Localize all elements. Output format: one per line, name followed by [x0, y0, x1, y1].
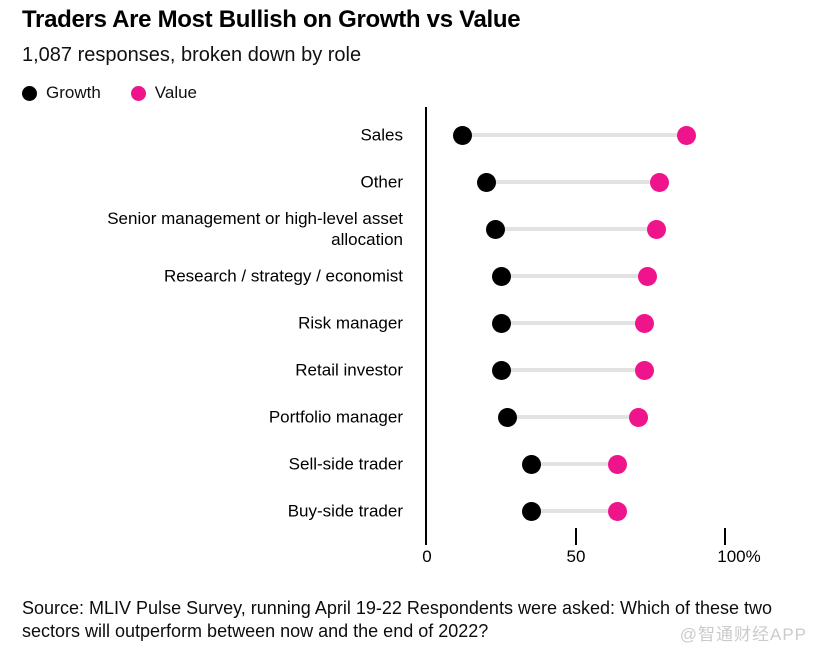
legend-label-growth: Growth [46, 83, 101, 102]
category-label: Sales [360, 125, 403, 145]
value-dot [629, 407, 649, 427]
category-label: Senior management or high-level asset al… [107, 209, 403, 249]
category-label: Sell-side trader [288, 454, 403, 474]
category-label: Research / strategy / economist [163, 266, 403, 286]
legend-item-value: Value [130, 83, 198, 103]
growth-dot [486, 219, 506, 239]
growth-dot [492, 360, 511, 380]
dumbbell-connector [501, 274, 648, 278]
category-label: Risk manager [298, 313, 403, 333]
growth-dot [521, 501, 541, 521]
value-dot [608, 501, 628, 521]
value-dot [608, 454, 628, 474]
legend: Growth Value [22, 83, 197, 103]
value-dot [638, 266, 658, 286]
source-note: Source: MLIV Pulse Survey, running April… [22, 598, 773, 641]
x-axis-tick-label: 50 [566, 547, 586, 566]
dumbbell-connector [501, 368, 645, 372]
growth-dot [453, 125, 473, 145]
dumbbell-connector [531, 462, 618, 466]
watermark: @智通财经APP [679, 625, 807, 644]
dumbbell-connector [531, 509, 618, 513]
dumbbell-connector [501, 321, 645, 325]
value-dot [635, 313, 655, 333]
dumbbell-connector [486, 180, 660, 184]
dumbbell-connector [495, 227, 657, 231]
growth-dot-icon [22, 85, 37, 101]
value-dot-icon [130, 85, 146, 101]
value-dot [635, 360, 655, 380]
value-dot [649, 172, 669, 192]
growth-dot [492, 313, 511, 333]
category-label: Retail investor [295, 360, 403, 380]
x-axis-tick [575, 528, 577, 545]
chart-subtitle: 1,087 responses, broken down by role [22, 44, 362, 66]
category-label: Buy-side trader [287, 501, 403, 521]
value-dot [676, 125, 696, 145]
category-label: Portfolio manager [268, 407, 403, 427]
value-dot [646, 219, 666, 239]
category-label: Other [360, 172, 403, 192]
y-axis-line [425, 107, 427, 545]
dumbbell-connector [507, 415, 639, 419]
x-axis-tick [724, 528, 726, 545]
growth-dot [497, 407, 517, 427]
dumbbell-chart: 0 50 100% Sales Other Senior management or hi… [0, 107, 813, 577]
growth-dot [492, 266, 511, 286]
growth-dot [477, 172, 497, 192]
growth-dot [521, 454, 541, 474]
chart-title: Traders Are Most Bullish on Growth vs Va… [22, 6, 521, 33]
x-axis-tick-label: 0 [422, 547, 432, 566]
x-axis-tick-label: 100% [717, 547, 761, 566]
legend-item-growth: Growth [22, 83, 101, 103]
legend-label-value: Value [154, 83, 198, 102]
dumbbell-connector [462, 133, 687, 137]
